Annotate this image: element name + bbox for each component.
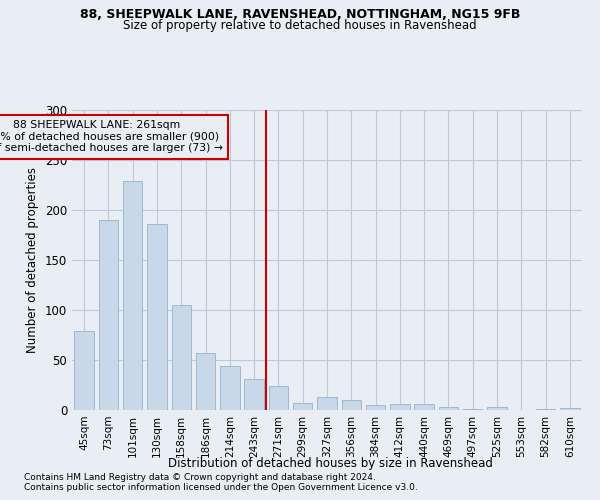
Bar	[415, 404, 434, 410]
Bar	[487, 407, 507, 410]
Bar	[341, 400, 361, 410]
Bar	[390, 404, 410, 410]
Bar	[123, 181, 142, 410]
Bar	[366, 405, 385, 410]
Bar	[293, 403, 313, 410]
Bar	[220, 366, 239, 410]
Text: Distribution of detached houses by size in Ravenshead: Distribution of detached houses by size …	[167, 458, 493, 470]
Bar	[536, 409, 555, 410]
Bar	[196, 353, 215, 410]
Y-axis label: Number of detached properties: Number of detached properties	[26, 167, 40, 353]
Bar	[269, 386, 288, 410]
Bar	[317, 397, 337, 410]
Bar	[172, 305, 191, 410]
Bar	[244, 379, 264, 410]
Text: Contains public sector information licensed under the Open Government Licence v3: Contains public sector information licen…	[24, 484, 418, 492]
Bar	[74, 331, 94, 410]
Text: 88, SHEEPWALK LANE, RAVENSHEAD, NOTTINGHAM, NG15 9FB: 88, SHEEPWALK LANE, RAVENSHEAD, NOTTINGH…	[80, 8, 520, 20]
Bar	[99, 220, 118, 410]
Bar	[439, 407, 458, 410]
Text: Size of property relative to detached houses in Ravenshead: Size of property relative to detached ho…	[123, 19, 477, 32]
Bar	[463, 409, 482, 410]
Text: Contains HM Land Registry data © Crown copyright and database right 2024.: Contains HM Land Registry data © Crown c…	[24, 474, 376, 482]
Bar	[560, 408, 580, 410]
Bar	[147, 224, 167, 410]
Text: 88 SHEEPWALK LANE: 261sqm
← 92% of detached houses are smaller (900)
7% of semi-: 88 SHEEPWALK LANE: 261sqm ← 92% of detac…	[0, 120, 223, 153]
